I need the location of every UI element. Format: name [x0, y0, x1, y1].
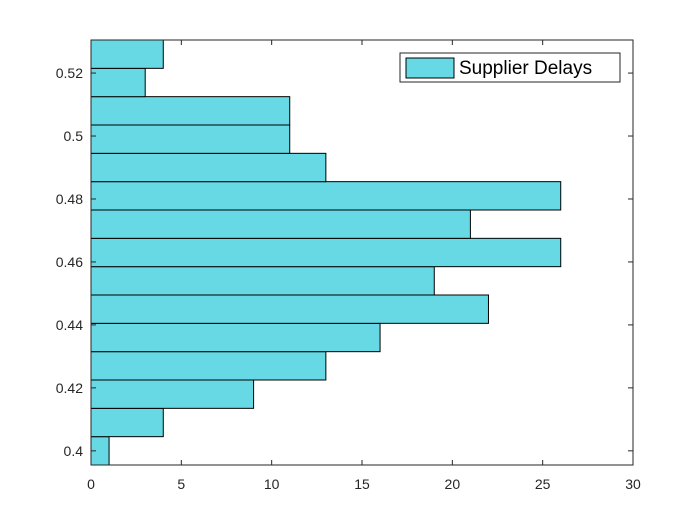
y-tick-label: 0.42	[56, 380, 83, 396]
x-tick-label: 30	[625, 476, 641, 492]
x-tick-label: 15	[354, 476, 370, 492]
histogram-bar	[90, 209, 471, 239]
y-tick-label: 0.46	[56, 254, 83, 270]
x-tick-label: 20	[445, 476, 461, 492]
histogram-bar	[90, 266, 435, 296]
x-tick-label: 0	[87, 476, 95, 492]
histogram-bar	[90, 124, 291, 154]
histogram-bar	[90, 152, 327, 183]
histogram-bar	[90, 322, 381, 353]
y-tick-label: 0.44	[56, 317, 83, 333]
histogram-bar	[90, 294, 489, 324]
legend-swatch	[405, 57, 455, 79]
legend: Supplier Delays	[399, 52, 621, 83]
x-tick-label: 10	[264, 476, 280, 492]
bars-group	[90, 39, 562, 466]
histogram-bar	[90, 237, 562, 268]
histogram-bar	[90, 351, 327, 381]
histogram-bar	[90, 67, 146, 98]
histogram-bar	[90, 379, 255, 409]
x-tick-label: 25	[535, 476, 551, 492]
histogram-bar	[90, 181, 562, 211]
legend-label: Supplier Delays	[459, 58, 592, 79]
histogram-bar	[90, 39, 164, 69]
histogram-bar	[90, 407, 164, 438]
axes-group: 0 5 10 15 20 25 30 0.4 0.42 0.44 0.46 0.48 0.5 0.52	[56, 39, 641, 492]
y-tick-label: 0.48	[56, 191, 83, 207]
y-tick-label: 0.5	[64, 128, 84, 144]
histogram-bar	[90, 96, 291, 126]
y-tick-label: 0.52	[56, 65, 83, 81]
y-tick-label: 0.4	[64, 443, 84, 459]
x-tick-label: 5	[177, 476, 185, 492]
